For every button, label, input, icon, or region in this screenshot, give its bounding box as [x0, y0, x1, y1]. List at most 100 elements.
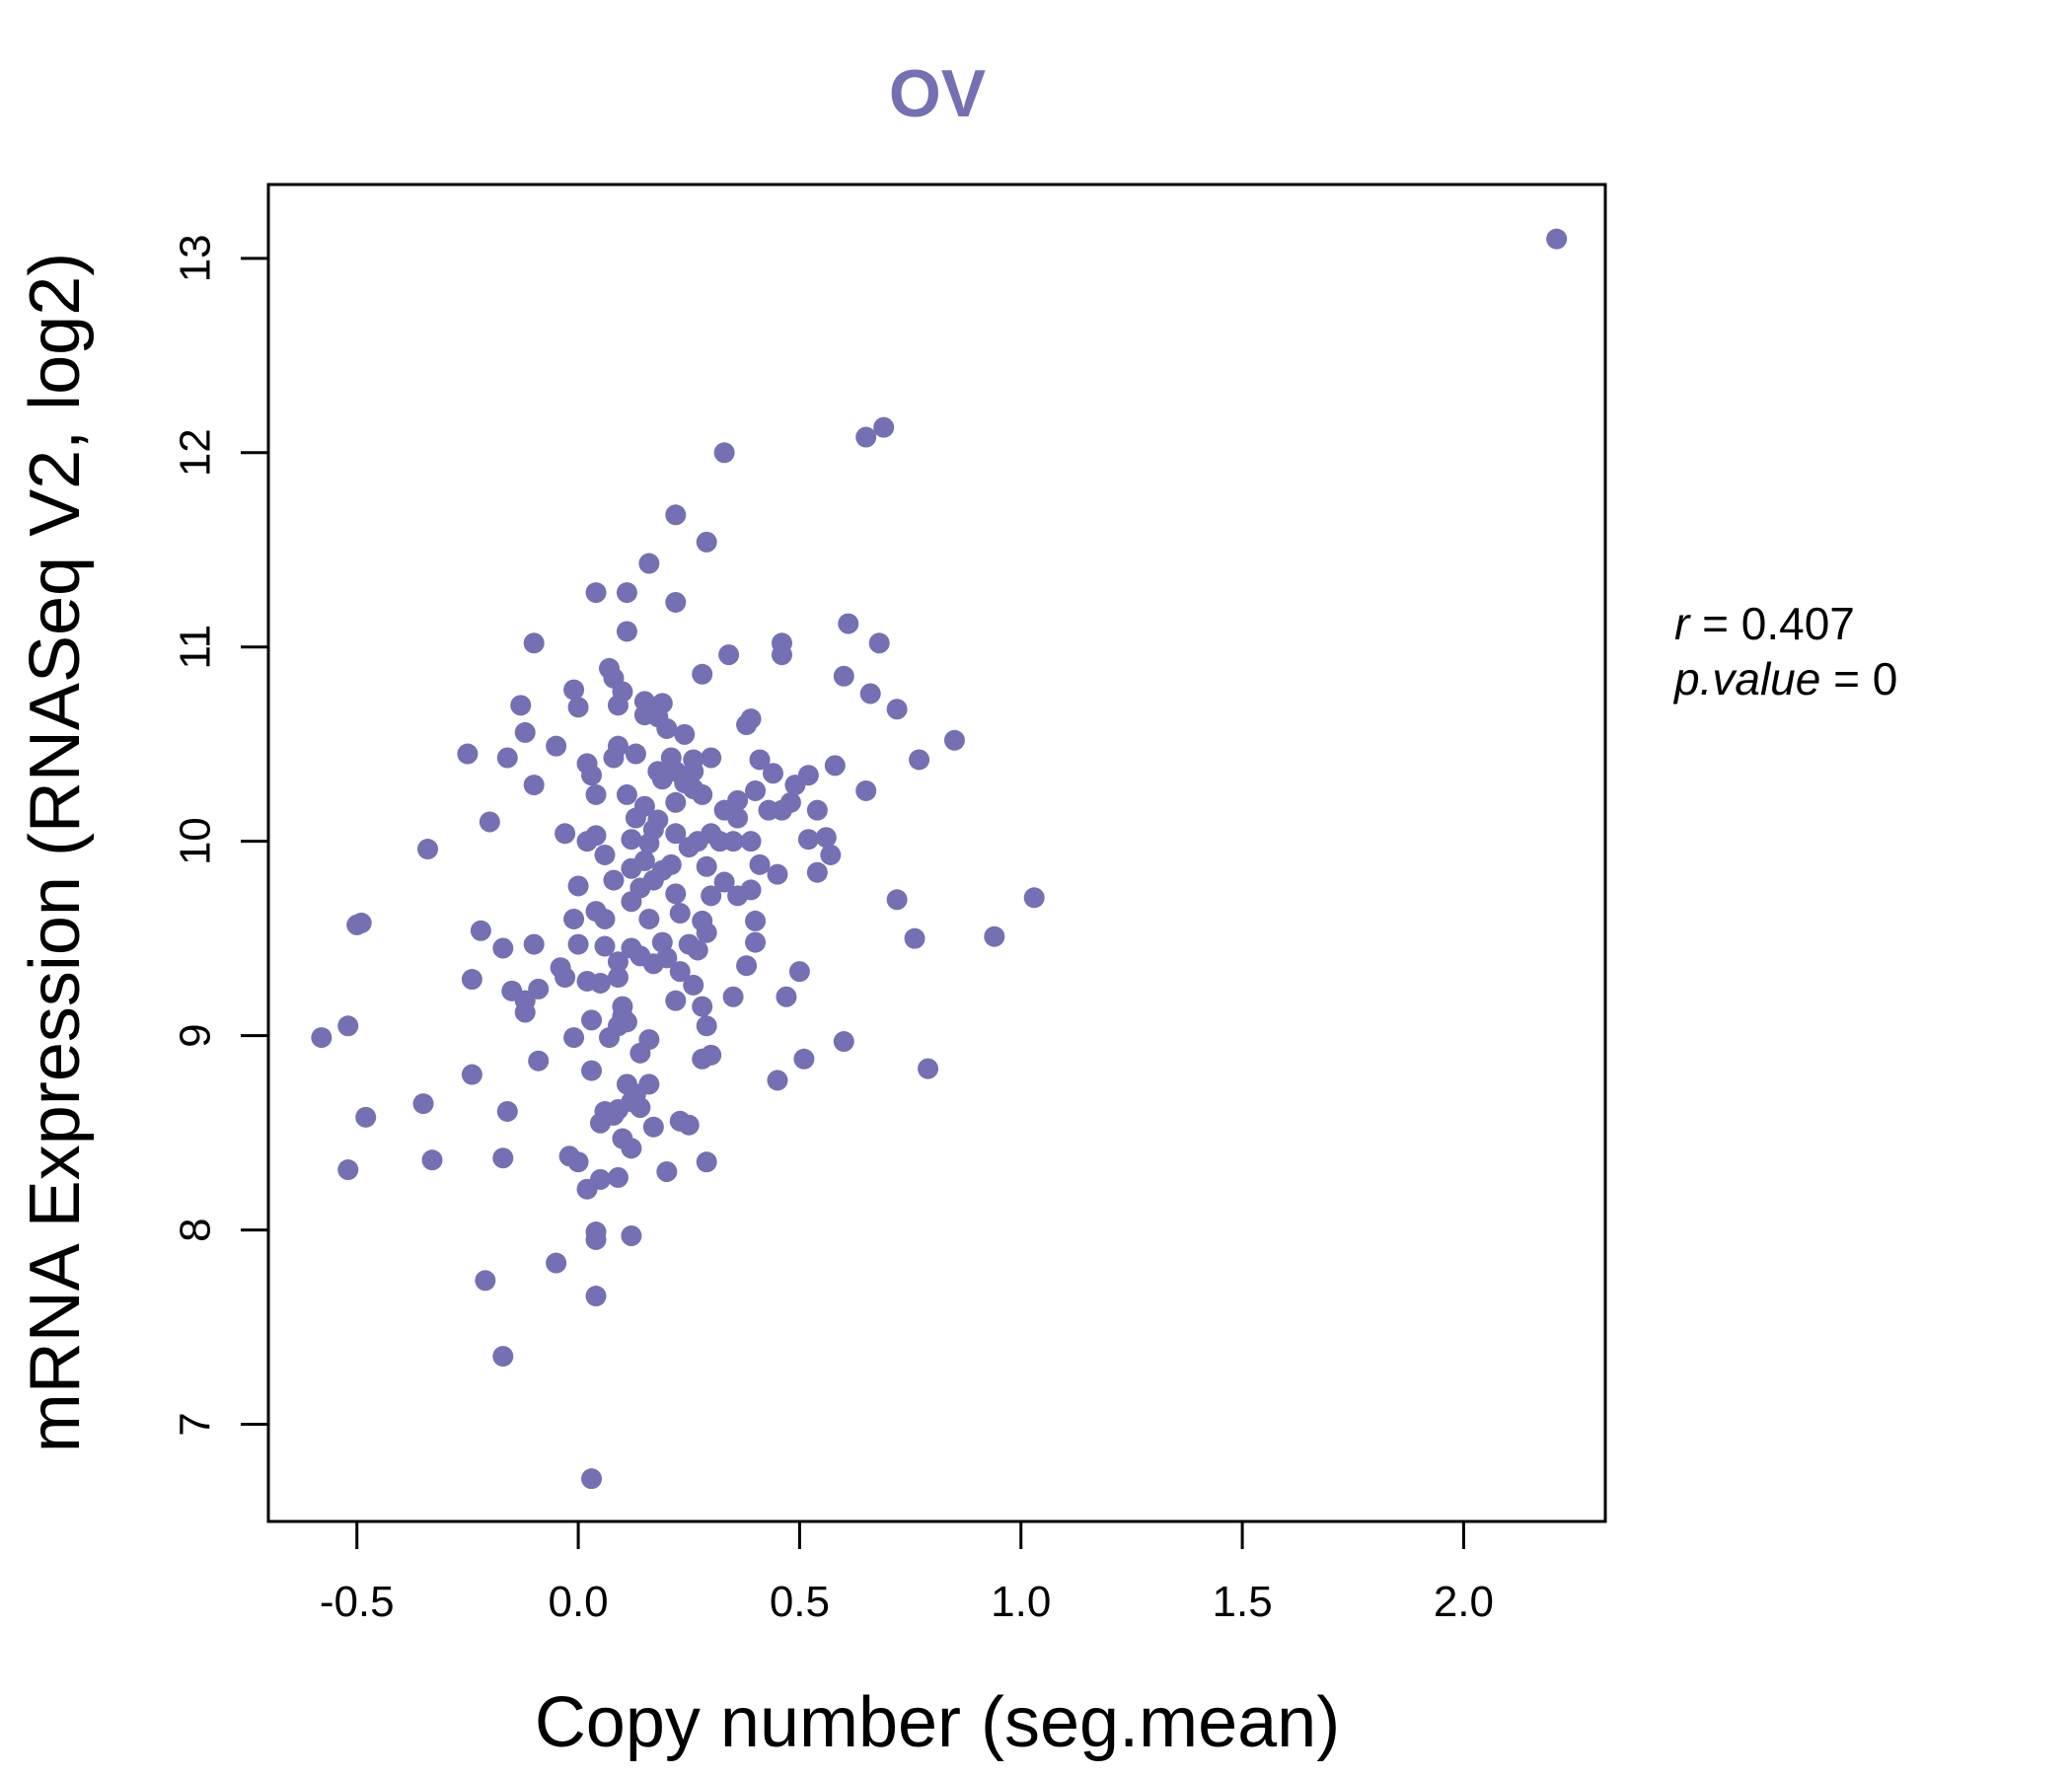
data-point: [651, 931, 673, 953]
data-point: [594, 935, 616, 957]
data-point: [943, 729, 965, 751]
data-point: [665, 990, 687, 1011]
data-point: [669, 961, 691, 983]
data-point: [563, 908, 585, 929]
data-point: [421, 1149, 443, 1171]
data-point: [745, 910, 767, 931]
data-point: [740, 831, 762, 852]
data-point: [510, 695, 532, 716]
data-point: [701, 747, 722, 769]
data-point: [833, 1031, 854, 1053]
data-point: [687, 939, 708, 961]
data-point: [918, 1058, 939, 1079]
data-point: [665, 791, 687, 813]
data-point: [767, 1070, 788, 1091]
y-tick-label: 13: [172, 234, 220, 282]
data-point: [412, 1093, 434, 1115]
data-point: [820, 844, 842, 865]
data-point: [745, 931, 767, 953]
data-point: [692, 996, 713, 1017]
data-point: [984, 925, 1005, 947]
data-point: [567, 1151, 589, 1173]
p-label: p.value: [1672, 653, 1820, 704]
data-point: [665, 504, 687, 526]
y-tick-label: 10: [172, 817, 220, 865]
data-point: [496, 1100, 518, 1122]
data-point: [736, 714, 758, 736]
data-point: [629, 1097, 651, 1119]
data-point: [461, 1064, 482, 1085]
data-point: [656, 717, 678, 739]
data-point: [585, 1286, 607, 1307]
data-point: [581, 1009, 603, 1031]
data-point: [824, 755, 846, 777]
data-point: [523, 933, 545, 955]
data-point: [590, 1112, 612, 1134]
data-point: [581, 1468, 603, 1490]
data-point: [674, 723, 696, 745]
data-point: [337, 1015, 359, 1037]
data-point: [767, 863, 788, 885]
data-point: [784, 775, 806, 796]
data-point: [696, 922, 717, 943]
data-point: [607, 695, 629, 716]
data-point: [514, 721, 536, 743]
data-point: [621, 829, 642, 851]
y-axis: 7 8 9 10 11 12 13: [172, 234, 268, 1437]
y-tick-label: 9: [172, 1023, 220, 1047]
data-point: [638, 908, 660, 929]
data-point: [665, 883, 687, 905]
r-label: r: [1674, 598, 1691, 649]
data-point: [555, 967, 576, 989]
data-point: [585, 783, 607, 805]
data-point: [696, 1015, 717, 1037]
data-point: [833, 665, 854, 687]
data-point: [355, 1106, 377, 1128]
data-point: [585, 582, 607, 604]
data-point: [621, 891, 642, 913]
x-axis-title: Copy number (seg.mean): [535, 1683, 1340, 1762]
data-point: [528, 978, 550, 999]
data-point: [727, 885, 749, 907]
data-point: [555, 823, 576, 845]
r-value: 0.407: [1741, 598, 1855, 649]
data-point: [496, 747, 518, 769]
data-point: [665, 823, 687, 845]
data-point: [621, 1224, 642, 1246]
data-point: [567, 697, 589, 718]
data-point: [859, 683, 881, 704]
data-point: [346, 914, 368, 935]
data-point: [692, 783, 713, 805]
data-point: [616, 1011, 637, 1033]
data-point: [590, 972, 612, 994]
data-point: [621, 1138, 642, 1159]
data-point: [868, 632, 890, 654]
data-point: [594, 908, 616, 929]
data-point: [838, 613, 859, 634]
data-point: [656, 1160, 678, 1182]
data-point: [651, 769, 673, 790]
data-point: [1546, 228, 1568, 250]
y-axis-title: mRNA Expression (RNASeq V2, log2): [16, 253, 95, 1452]
data-point: [745, 779, 767, 801]
chart-title: OV: [889, 56, 986, 131]
data-point: [585, 1228, 607, 1250]
data-point: [718, 644, 740, 666]
data-point: [692, 663, 713, 685]
p-annotation: p.value = 0: [1672, 653, 1897, 704]
data-point: [523, 775, 545, 796]
stats-annotation: r = 0.407 p.value = 0: [1672, 598, 1897, 704]
data-point: [678, 1114, 700, 1136]
data-point: [762, 763, 783, 784]
data-point: [616, 783, 637, 805]
y-tick-label: 7: [172, 1412, 220, 1436]
data-point: [696, 1151, 717, 1173]
data-point: [417, 839, 439, 860]
data-point: [629, 1042, 651, 1064]
data-point: [886, 889, 908, 911]
data-point: [873, 416, 895, 438]
data-point: [806, 799, 828, 821]
data-point: [603, 747, 625, 769]
data-point: [625, 807, 646, 829]
data-point: [665, 591, 687, 613]
